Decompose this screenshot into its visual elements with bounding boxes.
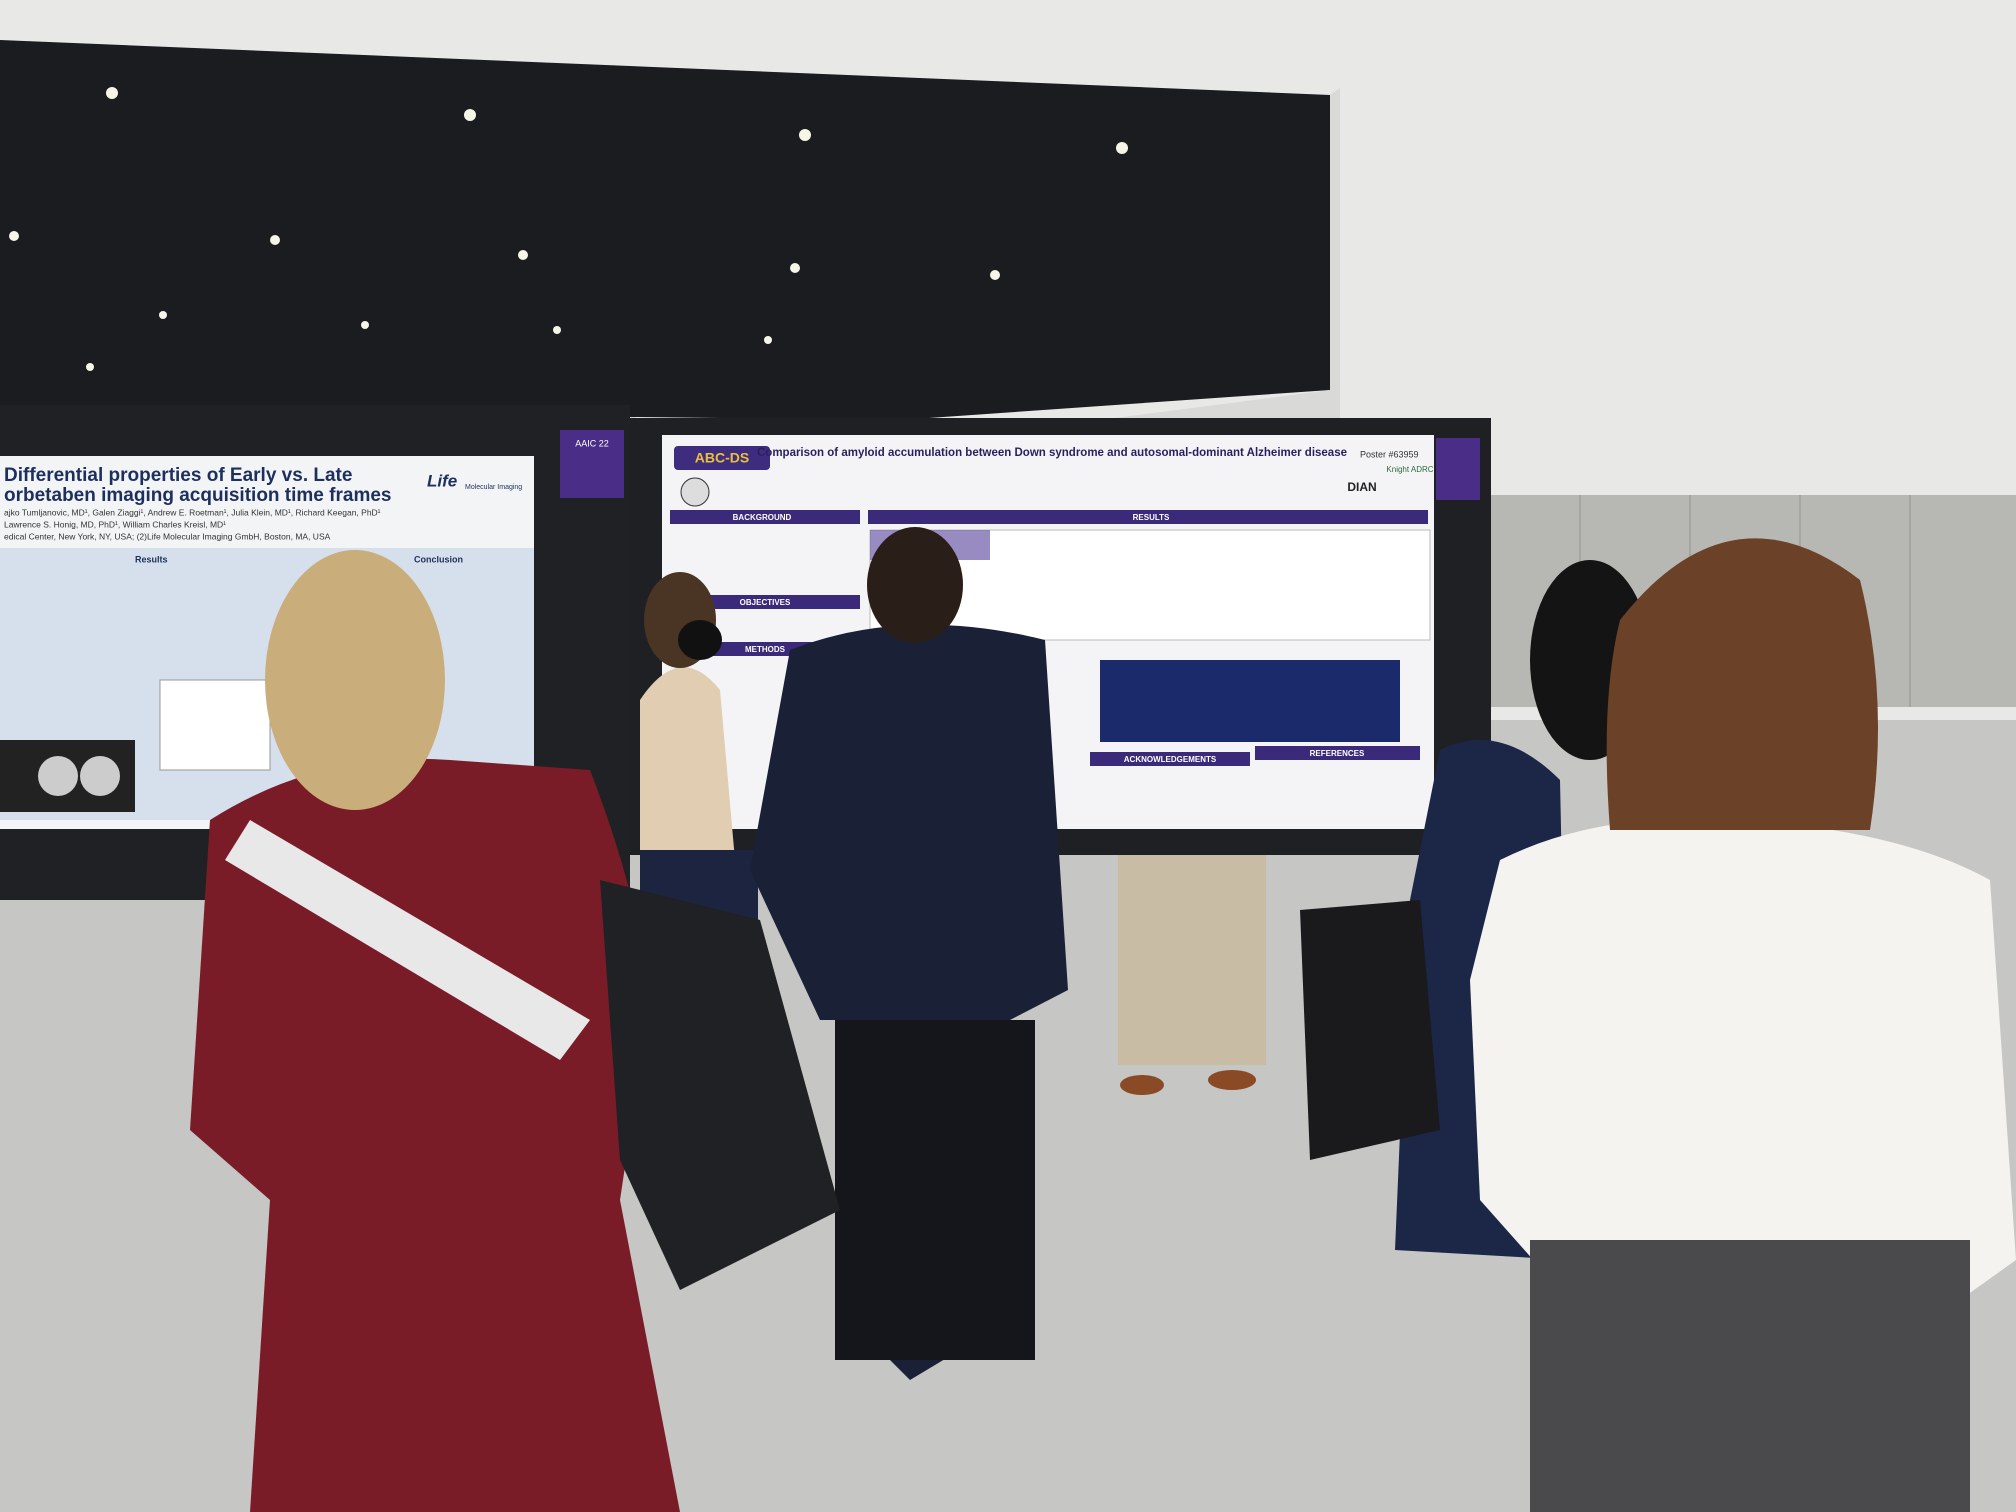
authors: edical Center, New York, NY, USA; (2)Lif… [4, 531, 331, 541]
wall-corner [1100, 88, 1340, 500]
section-heading: ACKNOWLEDGEMENTS [1124, 755, 1217, 764]
poster-title: Differential properties of Early vs. Lat… [4, 465, 352, 486]
ceiling [0, 40, 1330, 420]
badge [1436, 438, 1480, 500]
logo: Life [427, 471, 457, 490]
logo-box [674, 446, 770, 470]
section-heading: REFERENCES [1310, 749, 1365, 758]
brain-maps [1100, 660, 1400, 742]
poster-number: Poster #63959 [1360, 449, 1419, 459]
authors: Lawrence S. Honig, MD, PhD¹, William Cha… [4, 519, 226, 529]
section-heading: Results [135, 554, 168, 564]
ceiling-lights [9, 87, 1128, 371]
poster-title: orbetaben imaging acquisition time frame… [4, 485, 391, 506]
partner-logo: Knight ADRC [1386, 465, 1433, 474]
authors: ajko Tumljanovic, MD¹, Galen Ziaggi¹, An… [4, 507, 381, 517]
people [190, 527, 2016, 1512]
poster-title: Comparison of amyloid accumulation betwe… [757, 447, 1347, 459]
plot [159, 679, 271, 771]
section-heading: Conclusion [414, 554, 463, 564]
section-heading: RESULTS [1133, 513, 1170, 522]
section-heading: METHODS [745, 645, 786, 654]
logo: ABC-DS [695, 450, 749, 466]
badge-text: AAIC 22 [575, 438, 609, 448]
badge [560, 430, 624, 498]
section-heading: OBJECTIVES [740, 598, 791, 607]
section-heading: BACKGROUND [733, 513, 792, 522]
partner-logo: DIAN [1347, 480, 1376, 494]
logo-sub: Molecular Imaging [465, 484, 522, 491]
